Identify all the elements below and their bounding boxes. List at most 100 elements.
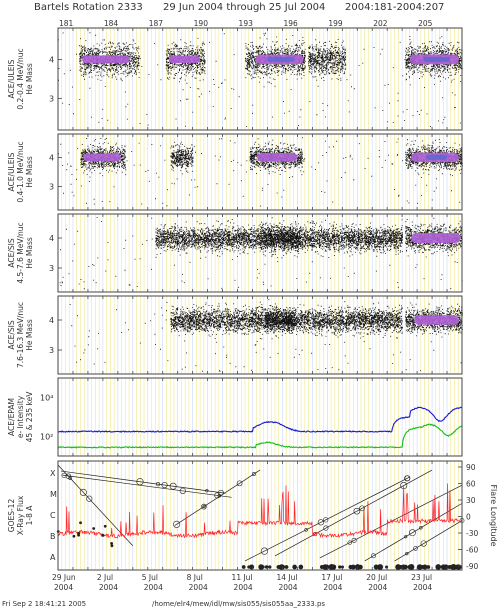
flare-marker	[359, 505, 365, 512]
year-tick-label: 2004	[413, 583, 432, 592]
density-core	[267, 56, 295, 62]
mass-panel-4	[69, 299, 463, 372]
flare-marker	[353, 507, 361, 515]
xray-class-label: X	[50, 469, 56, 478]
y-axis-title: He Mass	[25, 319, 34, 351]
flare-dot	[350, 564, 356, 570]
y-axis-title: ACE/SIS	[7, 320, 16, 349]
flare-dot	[103, 524, 107, 528]
flare-marker	[323, 517, 329, 523]
panel-frame-5	[57, 377, 463, 457]
flare-dot	[72, 534, 76, 538]
y-tick-label: 3	[49, 95, 54, 104]
flare-dot	[292, 564, 297, 570]
year-tick-label: 2004	[189, 583, 208, 592]
top-tick-label: 181	[59, 19, 74, 28]
mass-panel-2	[58, 137, 463, 207]
flare-dot	[435, 564, 442, 570]
y-tick-label: 10⁴	[40, 394, 53, 403]
y-axis-title: 4.5-7.6 MeV/nuc	[16, 222, 25, 283]
flare-marker	[61, 472, 67, 478]
year-tick-label: 2004	[144, 583, 163, 592]
date-tick-label: 20 Jul	[366, 573, 387, 582]
density-core	[423, 56, 451, 62]
title-dates: 29 Jun 2004 through 25 Jul 2004	[163, 2, 325, 13]
y-axis-title: He Mass	[25, 237, 34, 269]
longitude-tick-label: -30	[466, 529, 478, 538]
y-tick-label: 10²	[40, 433, 53, 442]
longitude-tick-label: 60	[466, 480, 476, 489]
flare-marker	[79, 488, 87, 496]
xray-class-label: B	[50, 532, 56, 541]
density-band	[411, 233, 461, 243]
flare-marker	[169, 482, 177, 490]
flare-dot	[324, 564, 330, 570]
y-tick-label: 4	[49, 234, 54, 243]
date-tick-label: 2 Jul	[97, 573, 113, 582]
flare-dot	[247, 565, 251, 569]
flare-marker	[413, 546, 418, 551]
xray-flux-line	[57, 483, 463, 539]
longitude-tick-label: 90	[466, 463, 476, 472]
flare-track	[274, 469, 433, 557]
y-axis-title: ACE/ULEIS	[7, 59, 16, 98]
flare-dot	[354, 564, 361, 570]
grid-layer	[57, 28, 463, 570]
flare-marker	[68, 476, 72, 480]
footer-path: /home/elr4/mew/idl/mw/sis055/sis055aa_23…	[152, 600, 325, 608]
xray-class-label: M	[50, 490, 57, 499]
electron-235kev-line	[57, 423, 463, 449]
y-axis-title: 7.6-16.3 MeV/nuc	[16, 302, 25, 368]
title-rotation: Bartels Rotation 2333	[34, 2, 143, 13]
panel-grid-2	[57, 134, 463, 210]
flare-dot	[284, 565, 289, 569]
flare-dot	[453, 564, 458, 570]
top-tick-label: 184	[104, 19, 119, 28]
date-tick-label: 29 Jun	[52, 573, 76, 582]
y-axis-title: GOES-12	[7, 499, 16, 533]
panel-grid-4	[57, 296, 463, 374]
flare-dot	[92, 527, 96, 530]
y-axis-title: 0.2-0.4 MeV/nuc	[16, 48, 25, 109]
date-tick-label: 14 Jul	[276, 573, 297, 582]
date-tick-label: 5 Jul	[142, 573, 158, 582]
longitude-tick-label: -90	[466, 562, 478, 571]
y-axis-title: 0.4-1.0 MeV/nuc	[16, 141, 25, 202]
y-tick-label: 3	[49, 264, 54, 273]
xray-class-label: A	[50, 553, 56, 562]
flare-track	[244, 476, 410, 562]
flare-dot	[338, 565, 342, 569]
flare-dot	[443, 564, 449, 570]
flare-marker	[404, 535, 408, 539]
flare-marker	[214, 492, 221, 499]
flare-dot	[77, 531, 80, 535]
flare-marker	[201, 503, 207, 510]
mass-panel-1	[58, 32, 463, 127]
y-axis-title: X-Ray Flux	[16, 495, 25, 535]
flare-marker	[251, 472, 256, 476]
flare-dot	[447, 565, 452, 569]
y-axis-title: He Mass	[25, 63, 34, 95]
y-tick-label: 4	[49, 153, 54, 162]
flare-marker	[260, 547, 268, 555]
year-tick-label: 2004	[278, 583, 297, 592]
flare-marker	[161, 481, 168, 489]
year-tick-label: 2004	[234, 583, 253, 592]
flare-dot	[426, 565, 431, 569]
flare-marker	[404, 475, 411, 482]
flare-dot	[241, 565, 246, 569]
flare-track	[62, 474, 232, 498]
flare-marker	[136, 478, 144, 486]
electron-panel	[57, 406, 463, 449]
y-tick-label: 3	[49, 346, 54, 355]
longitude-tick-label: -60	[466, 546, 478, 555]
date-tick-label: 23 Jul	[411, 573, 432, 582]
y-tick-label: 4	[49, 316, 54, 325]
density-band	[81, 55, 130, 64]
flare-marker	[218, 489, 224, 496]
flare-marker	[86, 495, 93, 502]
flare-marker	[65, 473, 72, 479]
frame-layer	[57, 27, 463, 571]
